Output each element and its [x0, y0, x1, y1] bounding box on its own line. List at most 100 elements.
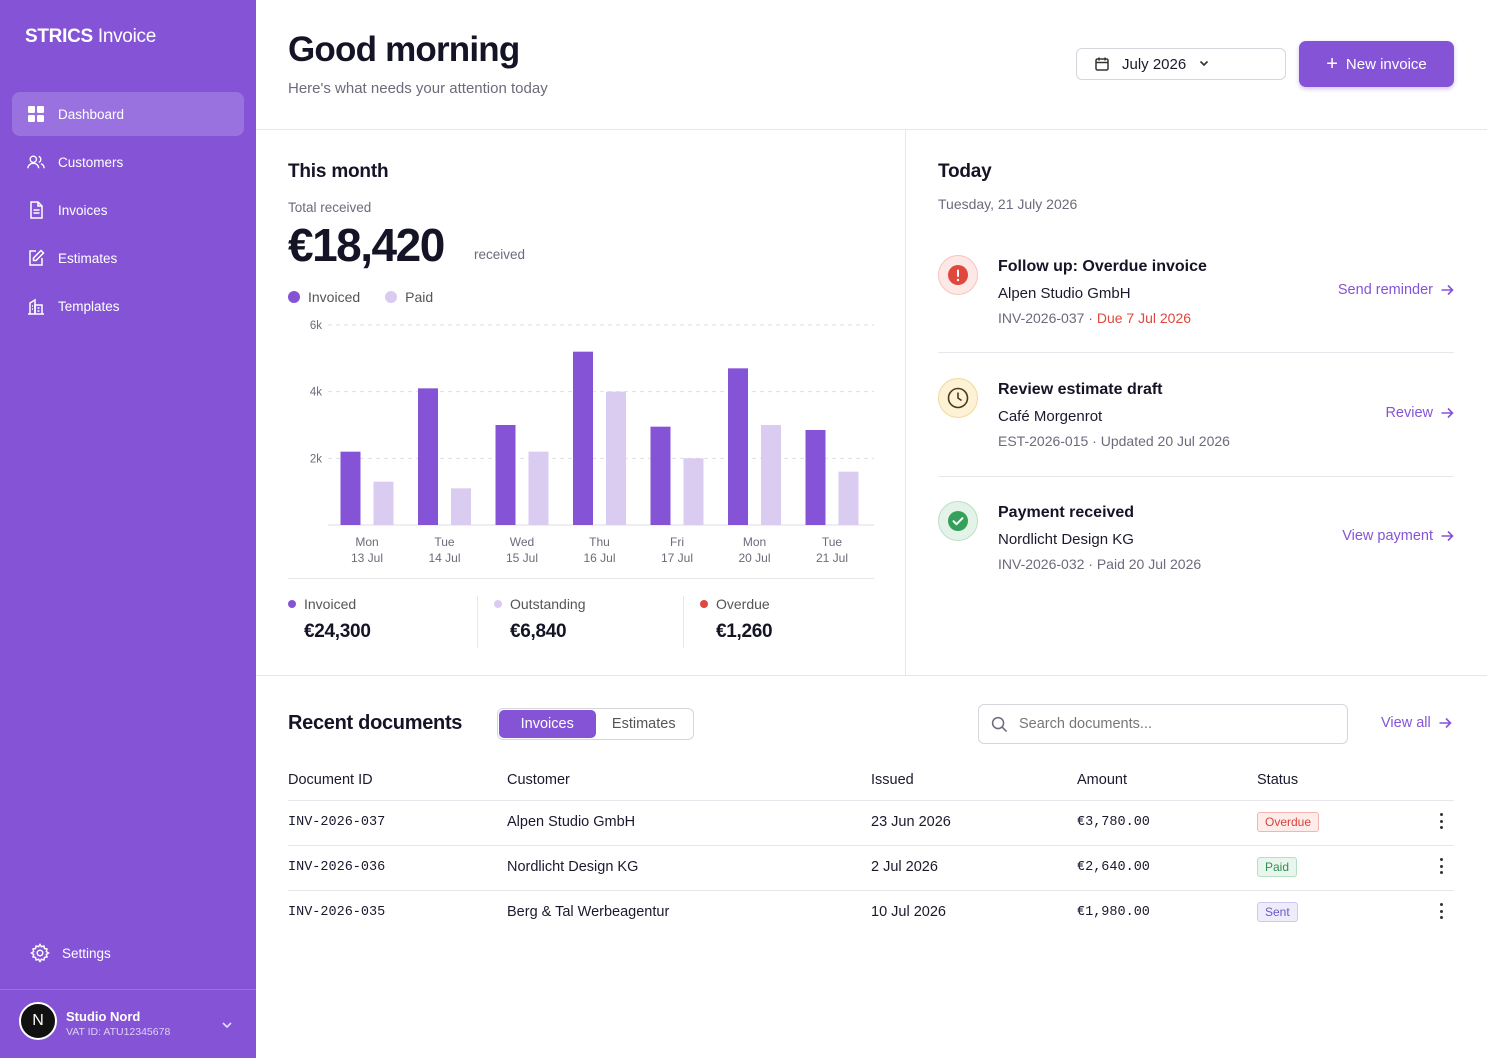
y-tick-label: 6k — [310, 320, 322, 332]
more-options-icon[interactable] — [1440, 858, 1444, 874]
task-action-label: Send reminder — [1337, 282, 1433, 298]
arrow-right-icon — [1441, 407, 1454, 419]
x-tick-day: Tue — [434, 535, 455, 549]
bar-paid — [761, 425, 781, 525]
table-row[interactable]: INV-2026-035 Berg & Tal Werbeagentur 10 … — [288, 890, 1454, 935]
account-switcher[interactable]: N Studio Nord VAT ID: ATU12345678 — [0, 989, 256, 1058]
bar-chart: 2k 4k 6k Mon 13 Jul Tue 14 Jul Wed 15 Jul Thu 16 J… — [310, 320, 874, 565]
stat-value: €24,300 — [304, 621, 371, 642]
send-reminder-link[interactable]: Send reminder — [1338, 282, 1454, 298]
task-divider — [938, 352, 1454, 353]
x-tick-date: 16 Jul — [583, 551, 615, 565]
more-options-icon[interactable] — [1440, 813, 1444, 829]
task-action-label: View payment — [1342, 528, 1433, 544]
bar-paid — [373, 481, 394, 525]
new-invoice-button[interactable]: + New invoice — [1299, 41, 1454, 87]
y-tick-label: 2k — [310, 453, 322, 465]
x-tick-date: 21 Jul — [816, 551, 848, 565]
this-month-title: This month — [288, 161, 389, 182]
plus-icon: + — [1326, 53, 1338, 75]
bar-paid — [606, 391, 626, 525]
task-meta: INV-2026-032 · Paid 20 Jul 2026 — [998, 556, 1202, 572]
stat-dot — [288, 600, 296, 608]
table-header-divider — [288, 800, 1454, 801]
table-row[interactable]: INV-2026-036 Nordlicht Design KG 2 Jul 2… — [288, 845, 1454, 890]
task-customer: Café Morgenrot — [998, 408, 1103, 425]
customer-name: Nordlicht Design KG — [507, 859, 639, 875]
task-due-date: Due 7 Jul 2026 — [1096, 310, 1192, 326]
tab-estimates[interactable]: Estimates — [611, 716, 676, 732]
more-options-icon[interactable] — [1440, 903, 1444, 919]
month-select[interactable]: July 2026 — [1076, 48, 1286, 80]
view-all-link[interactable]: View all — [1381, 715, 1452, 731]
task-action-label: Review — [1385, 405, 1433, 421]
task-divider — [938, 476, 1454, 477]
bar-invoiced — [650, 426, 671, 525]
bar-invoiced — [573, 351, 593, 525]
x-tick-day: Wed — [510, 535, 534, 549]
customer-name: Berg & Tal Werbeagentur — [507, 904, 670, 920]
brand-rest: Invoice — [97, 26, 156, 47]
bar-paid — [528, 451, 549, 525]
alert-icon — [938, 255, 978, 295]
view-all-label: View all — [1381, 715, 1431, 731]
sidebar-item-settings[interactable]: Settings — [30, 943, 111, 963]
check-icon — [938, 501, 978, 541]
x-tick-day: Tue — [822, 535, 843, 549]
task-meta: EST-2026-015 · Updated 20 Jul 2026 — [998, 433, 1230, 449]
total-received-label: Total received — [288, 200, 372, 215]
bar-invoiced — [418, 388, 438, 525]
task-meta-text: INV-2026-037 · — [998, 310, 1093, 326]
sidebar-item-customers[interactable]: Customers — [12, 140, 244, 184]
month-stats: Invoiced €24,300 Outstanding €6,840 Over… — [288, 596, 874, 648]
review-link[interactable]: Review — [1385, 405, 1454, 421]
building-icon — [26, 296, 46, 316]
settings-label: Settings — [62, 945, 111, 961]
app-logo[interactable]: STRICS Invoice — [25, 26, 156, 48]
legend-label: Invoiced — [308, 289, 361, 305]
sidebar-item-estimates[interactable]: Estimates — [12, 236, 244, 280]
x-tick-date: 20 Jul — [738, 551, 770, 565]
recent-documents-title: Recent documents — [288, 712, 463, 734]
column-header-status[interactable]: Status — [1257, 772, 1299, 788]
stat-invoiced: Invoiced €24,300 — [288, 596, 371, 648]
sidebar-item-invoices[interactable]: Invoices — [12, 188, 244, 232]
users-icon — [26, 152, 46, 172]
view-payment-link[interactable]: View payment — [1342, 528, 1454, 544]
arrow-right-icon — [1441, 284, 1454, 296]
column-header-id[interactable]: Document ID — [288, 772, 373, 788]
issued-date: 10 Jul 2026 — [871, 904, 946, 920]
sidebar-item-templates[interactable]: Templates — [12, 284, 244, 328]
arrow-right-icon — [1439, 717, 1452, 729]
column-header-issued[interactable]: Issued — [871, 772, 914, 788]
legend-item-invoiced: Invoiced — [288, 289, 360, 305]
bar-paid — [683, 458, 704, 525]
task-customer: Alpen Studio GmbH — [998, 285, 1131, 302]
edit-document-icon — [26, 248, 46, 268]
document-id: INV-2026-037 — [288, 815, 386, 830]
avatar: N — [19, 1002, 57, 1040]
account-name: Studio Nord — [66, 1009, 141, 1024]
page-title: Good morning — [288, 30, 520, 69]
column-header-customer[interactable]: Customer — [507, 772, 570, 788]
task-payment-received: Payment received Nordlicht Design KG INV… — [938, 501, 1454, 601]
tab-invoices[interactable]: Invoices — [499, 710, 596, 738]
task-meta: INV-2026-037 · Due 7 Jul 2026 — [998, 310, 1191, 326]
stat-value: €1,260 — [716, 621, 773, 642]
amount: €1,980.00 — [1077, 905, 1150, 920]
column-header-amount[interactable]: Amount — [1077, 772, 1127, 788]
chart-legend: Invoiced Paid — [288, 289, 458, 305]
bar-invoiced — [728, 368, 748, 525]
y-tick-label: 4k — [310, 387, 322, 399]
bar-invoiced — [495, 425, 516, 525]
status-badge: Overdue — [1257, 812, 1320, 832]
customer-name: Alpen Studio GmbH — [507, 814, 636, 830]
stat-divider — [683, 596, 684, 648]
header-divider — [256, 129, 1487, 130]
stat-label: Outstanding — [510, 596, 586, 612]
table-row[interactable]: INV-2026-037 Alpen Studio GmbH 23 Jun 20… — [288, 800, 1454, 845]
search-input[interactable] — [1019, 716, 1319, 732]
legend-label: Paid — [405, 289, 434, 305]
x-tick-day: Fri — [670, 535, 684, 549]
sidebar-item-dashboard[interactable]: Dashboard — [12, 92, 244, 136]
